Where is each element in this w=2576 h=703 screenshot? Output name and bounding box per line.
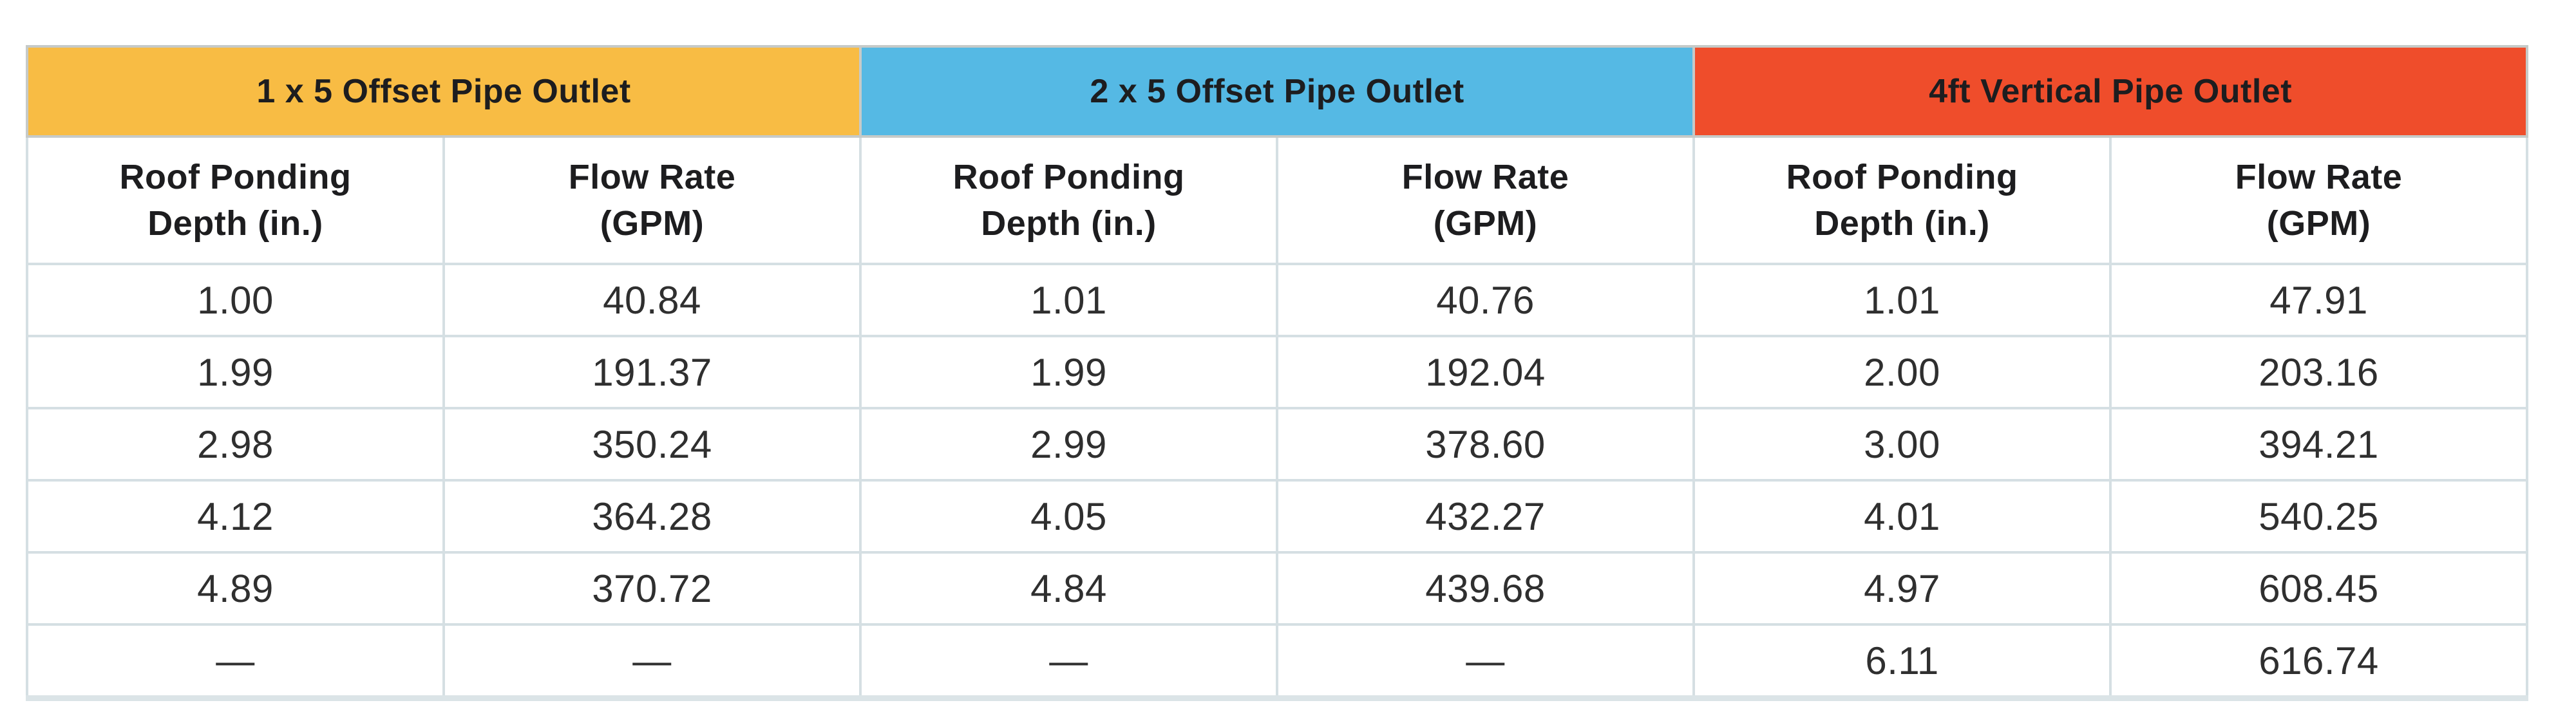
table-cell: —	[859, 623, 1279, 700]
table-row: 4.89 370.72 4.84 439.68 4.97 608.45	[26, 551, 2529, 626]
table-cell: 2.99	[859, 407, 1279, 482]
table-cell: —	[26, 623, 445, 700]
table-cell: 1.99	[859, 335, 1279, 409]
col-header-line: Flow Rate	[1401, 158, 1569, 196]
table-cell: 370.72	[442, 551, 862, 626]
pipe-outlet-flow-table: 1 x 5 Offset Pipe Outlet 2 x 5 Offset Pi…	[25, 45, 2529, 701]
table-cell: 40.76	[1276, 263, 1696, 337]
col-header-line: (GPM)	[1433, 204, 1538, 243]
col-header-line: Roof Ponding	[119, 158, 352, 196]
table-row: — — — — 6.11 616.74	[26, 623, 2529, 700]
col-header-line: Depth (in.)	[1814, 204, 1990, 243]
table-row: 1.00 40.84 1.01 40.76 1.01 47.91	[26, 263, 2529, 337]
table-cell: 192.04	[1276, 335, 1696, 409]
col-header-roof-ponding-depth: Roof Ponding Depth (in.)	[1692, 135, 2112, 265]
table-cell: 4.89	[26, 551, 445, 626]
table-cell: 608.45	[2109, 551, 2529, 626]
table-cell: 6.11	[1692, 623, 2112, 700]
table-cell: 616.74	[2109, 623, 2529, 700]
section-band-row: 1 x 5 Offset Pipe Outlet 2 x 5 Offset Pi…	[25, 45, 2529, 138]
table-cell: 1.99	[26, 335, 445, 409]
col-header-line: Depth (in.)	[981, 204, 1157, 243]
col-header-line: Flow Rate	[2235, 158, 2403, 196]
table-cell: 1.01	[1692, 263, 2112, 337]
table-cell: 540.25	[2109, 479, 2529, 554]
table-cell: —	[442, 623, 862, 700]
table-cell: 439.68	[1276, 551, 1696, 626]
col-header-line: Flow Rate	[568, 158, 736, 196]
col-header-line: (GPM)	[2266, 204, 2371, 243]
table-cell: 432.27	[1276, 479, 1696, 554]
table-cell: 203.16	[2109, 335, 2529, 409]
table-cell: 40.84	[442, 263, 862, 337]
col-header-line: Depth (in.)	[147, 204, 323, 243]
table-cell: 378.60	[1276, 407, 1696, 482]
table-cell: —	[1276, 623, 1696, 700]
table-cell: 350.24	[442, 407, 862, 482]
table-cell: 4.12	[26, 479, 445, 554]
table-cell: 4.97	[1692, 551, 2112, 626]
col-header-flow-rate: Flow Rate (GPM)	[1276, 135, 1696, 265]
table-cell: 4.05	[859, 479, 1279, 554]
table-row: 4.12 364.28 4.05 432.27 4.01 540.25	[26, 479, 2529, 554]
col-header-roof-ponding-depth: Roof Ponding Depth (in.)	[859, 135, 1279, 265]
col-header-line: (GPM)	[600, 204, 705, 243]
table-cell: 4.01	[1692, 479, 2112, 554]
table-cell: 3.00	[1692, 407, 2112, 482]
col-header-roof-ponding-depth: Roof Ponding Depth (in.)	[26, 135, 445, 265]
table-row: 1.99 191.37 1.99 192.04 2.00 203.16	[26, 335, 2529, 409]
table-cell: 4.84	[859, 551, 1279, 626]
column-header-row: Roof Ponding Depth (in.) Flow Rate (GPM)…	[26, 135, 2529, 265]
table-cell: 2.00	[1692, 335, 2112, 409]
table-cell: 1.00	[26, 263, 445, 337]
flow-rate-comparison-table: 1 x 5 Offset Pipe Outlet 2 x 5 Offset Pi…	[25, 45, 2529, 701]
section-header-4ft-vertical: 4ft Vertical Pipe Outlet	[1692, 45, 2529, 138]
table-cell: 364.28	[442, 479, 862, 554]
table-cell: 394.21	[2109, 407, 2529, 482]
col-header-line: Roof Ponding	[1786, 158, 2018, 196]
table-cell: 2.98	[26, 407, 445, 482]
table-row: 2.98 350.24 2.99 378.60 3.00 394.21	[26, 407, 2529, 482]
table-cell: 1.01	[859, 263, 1279, 337]
section-header-2x5-offset: 2 x 5 Offset Pipe Outlet	[859, 45, 1696, 138]
section-header-1x5-offset: 1 x 5 Offset Pipe Outlet	[25, 45, 862, 138]
table-cell: 47.91	[2109, 263, 2529, 337]
col-header-flow-rate: Flow Rate (GPM)	[442, 135, 862, 265]
table-cell: 191.37	[442, 335, 862, 409]
col-header-line: Roof Ponding	[952, 158, 1185, 196]
col-header-flow-rate: Flow Rate (GPM)	[2109, 135, 2529, 265]
